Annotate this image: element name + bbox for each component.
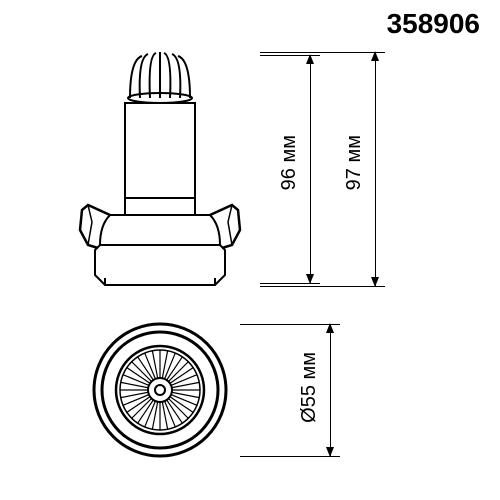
dim-arrow-96 bbox=[310, 55, 311, 283]
dim-arrow-97 bbox=[375, 52, 376, 286]
technical-drawing: 358906 bbox=[0, 0, 500, 500]
dim-arrow-dia bbox=[330, 324, 331, 456]
side-view-svg bbox=[70, 50, 250, 310]
dim-tick bbox=[240, 456, 340, 457]
sku-label: 358906 bbox=[387, 8, 480, 40]
dim-tick bbox=[260, 283, 320, 284]
dim-tick bbox=[260, 286, 385, 287]
dim-label-height-outer: 97 мм bbox=[343, 135, 366, 190]
bottom-view-svg bbox=[90, 320, 230, 460]
dim-label-diameter: Ø55 мм bbox=[298, 352, 321, 423]
bottom-plan-view bbox=[90, 320, 230, 460]
dim-tick bbox=[260, 52, 385, 53]
dim-tick bbox=[260, 55, 320, 56]
side-elevation bbox=[70, 50, 250, 300]
dim-label-height-inner: 96 мм bbox=[278, 135, 301, 190]
dim-tick bbox=[240, 324, 340, 325]
